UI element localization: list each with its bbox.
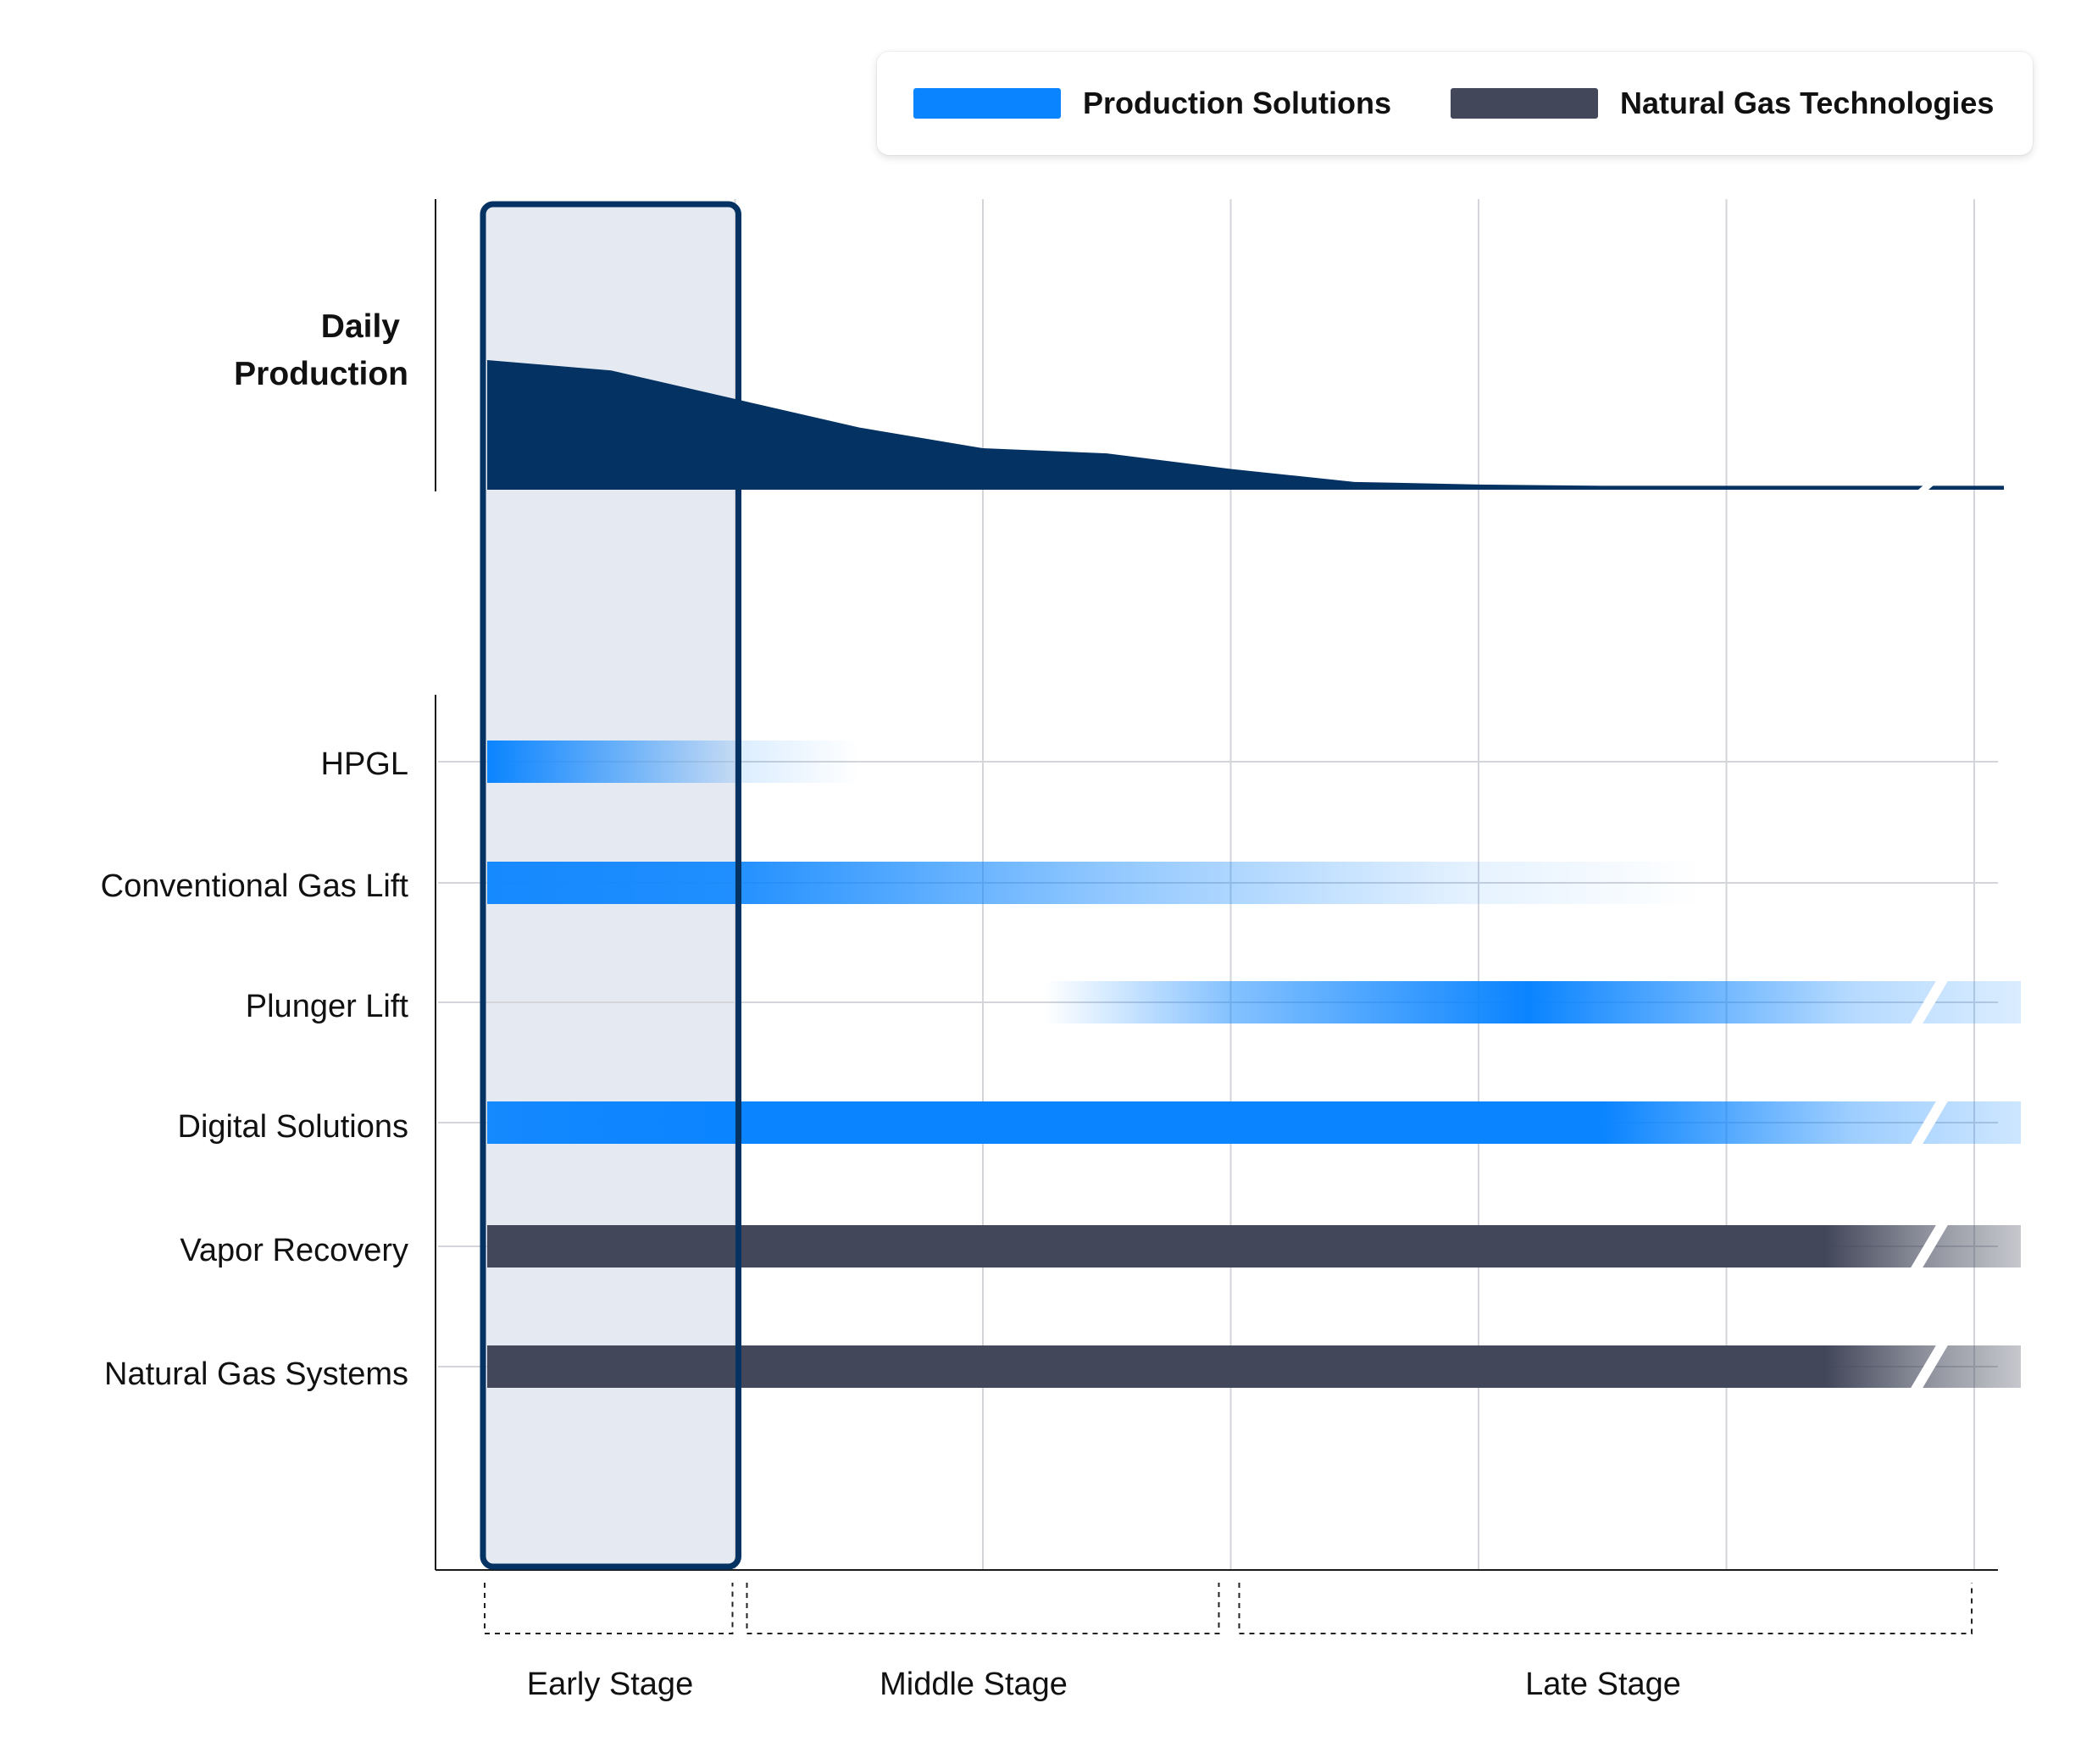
legend-swatch-natural-gas-technologies <box>1451 88 1598 119</box>
legend-item-natural-gas-technologies: Natural Gas Technologies <box>1451 52 1994 155</box>
legend-swatch-production-solutions <box>913 88 1061 119</box>
stage-bracket-early-stage <box>484 1583 734 1634</box>
bar-natural-gas-systems <box>487 1345 2021 1388</box>
tech-label-conventional-gas-lift: Conventional Gas Lift <box>101 868 409 904</box>
break-mark-vapor-recovery <box>1910 1223 1949 1269</box>
stage-brackets <box>484 1583 1973 1634</box>
bar-digital-solutions <box>487 1101 2021 1144</box>
production-area-group <box>487 360 2004 490</box>
production-label-line1: Daily <box>321 308 401 345</box>
tech-label-natural-gas-systems: Natural Gas Systems <box>104 1356 408 1392</box>
early-stage-highlight-border <box>480 201 741 1570</box>
break-mark-plunger-lift <box>1910 979 1949 1025</box>
production-label-line2: Production <box>234 356 408 392</box>
legend: Production Solutions Natural Gas Technol… <box>877 52 2033 155</box>
highlight-border <box>480 201 741 1570</box>
bar-hpgl <box>487 741 859 783</box>
row-labels: Daily Production HPGL Conventional Gas L… <box>101 308 1681 1702</box>
break-mark-natural-gas-systems <box>1910 1344 1949 1390</box>
stage-bracket-middle-stage <box>746 1583 1220 1634</box>
technology-bars <box>487 741 2021 1390</box>
break-mark-digital-solutions <box>1910 1100 1949 1145</box>
production-break-mark <box>1918 478 1942 490</box>
bar-conventional-gas-lift <box>487 862 1702 904</box>
axes <box>435 199 1998 1571</box>
legend-label-production-solutions: Production Solutions <box>1083 86 1391 120</box>
stage-label-middle: Middle Stage <box>880 1667 1068 1702</box>
bar-plunger-lift <box>487 981 2021 1023</box>
legend-label-natural-gas-technologies: Natural Gas Technologies <box>1620 86 1995 120</box>
tech-label-digital-solutions: Digital Solutions <box>178 1109 408 1145</box>
stage-label-early: Early Stage <box>527 1667 693 1702</box>
tech-label-plunger-lift: Plunger Lift <box>246 989 409 1024</box>
tech-label-hpgl: HPGL <box>321 746 408 782</box>
stage-label-late: Late Stage <box>1525 1667 1681 1702</box>
bar-vapor-recovery <box>487 1225 2021 1268</box>
stage-bracket-late-stage <box>1238 1583 1973 1634</box>
production-area <box>487 360 2004 490</box>
legend-item-production-solutions: Production Solutions <box>913 52 1391 155</box>
tech-label-vapor-recovery: Vapor Recovery <box>180 1233 408 1268</box>
